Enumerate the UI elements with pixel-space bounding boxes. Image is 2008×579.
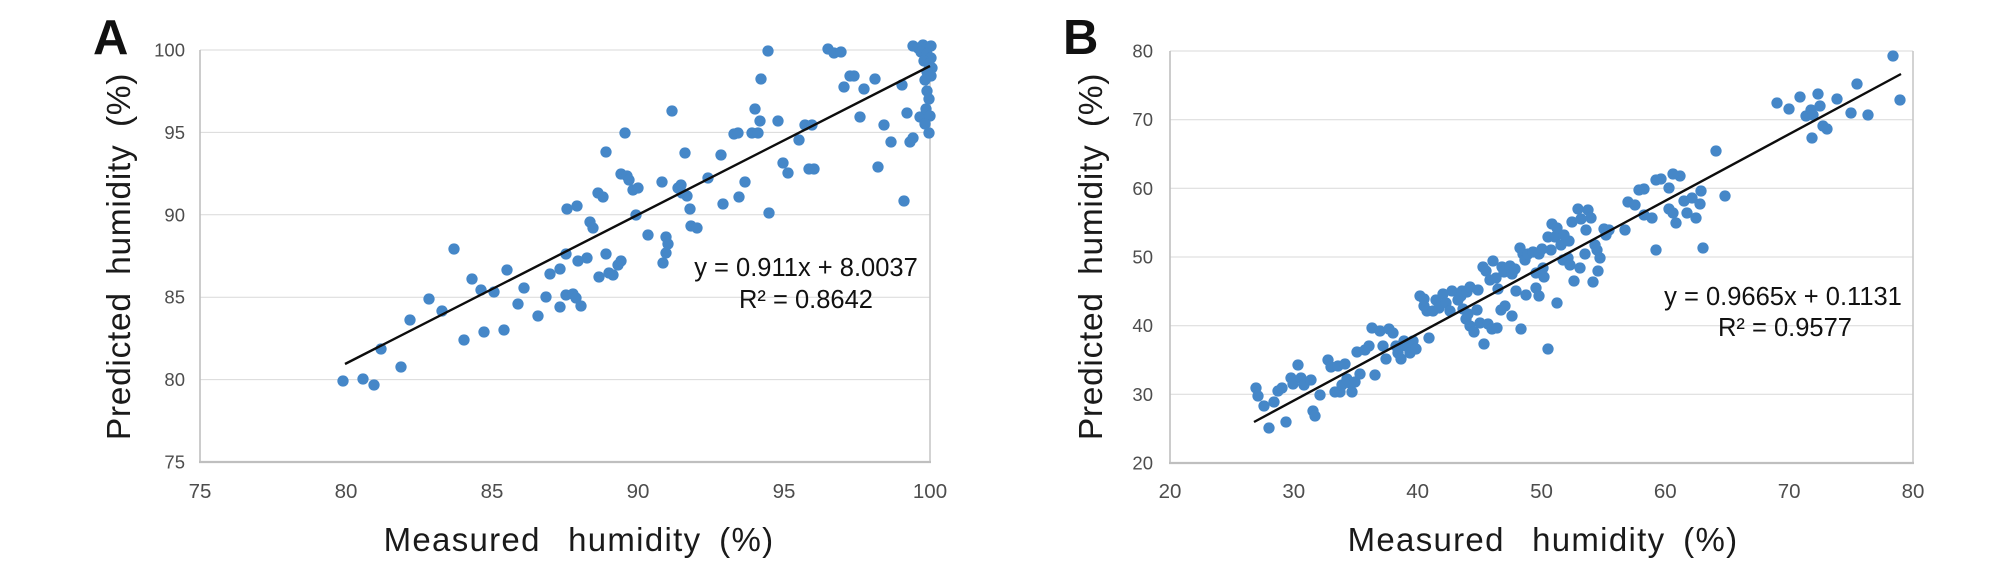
svg-text:85: 85 xyxy=(481,480,504,503)
svg-text:80: 80 xyxy=(335,480,358,503)
svg-text:100: 100 xyxy=(913,480,947,503)
svg-text:R² = 0.9577: R² = 0.9577 xyxy=(1718,314,1852,342)
svg-text:60: 60 xyxy=(1654,480,1677,503)
svg-text:40: 40 xyxy=(1406,480,1429,503)
svg-text:60: 60 xyxy=(1132,178,1153,199)
svg-text:80: 80 xyxy=(1902,480,1925,503)
svg-text:95: 95 xyxy=(773,480,796,503)
svg-text:20: 20 xyxy=(1132,453,1153,474)
svg-text:75: 75 xyxy=(164,452,185,473)
svg-text:y = 0.911x + 8.0037: y = 0.911x + 8.0037 xyxy=(694,254,918,282)
svg-text:40: 40 xyxy=(1132,315,1153,336)
svg-text:70: 70 xyxy=(1132,109,1153,130)
svg-text:A: A xyxy=(93,11,128,65)
svg-text:75: 75 xyxy=(189,480,212,503)
svg-text:y = 0.9665x + 0.1131: y = 0.9665x + 0.1131 xyxy=(1664,283,1902,311)
svg-text:Predicted humidity (%): Predicted humidity (%) xyxy=(101,73,138,440)
svg-text:90: 90 xyxy=(164,204,185,225)
svg-text:100: 100 xyxy=(154,40,185,61)
svg-text:20: 20 xyxy=(1159,480,1182,503)
svg-text:85: 85 xyxy=(164,287,185,308)
svg-text:70: 70 xyxy=(1778,480,1801,503)
svg-text:50: 50 xyxy=(1530,480,1553,503)
svg-text:95: 95 xyxy=(164,122,185,143)
svg-text:90: 90 xyxy=(627,480,650,503)
svg-text:80: 80 xyxy=(164,369,185,390)
svg-text:R² = 0.8642: R² = 0.8642 xyxy=(739,286,873,314)
svg-text:30: 30 xyxy=(1282,480,1305,503)
svg-text:B: B xyxy=(1063,11,1098,65)
svg-text:Measured humidity (%): Measured humidity (%) xyxy=(1348,521,1739,558)
svg-text:80: 80 xyxy=(1132,41,1153,62)
svg-text:50: 50 xyxy=(1132,247,1153,268)
svg-text:Predicted humidity (%): Predicted humidity (%) xyxy=(1073,73,1110,440)
svg-text:30: 30 xyxy=(1132,384,1153,405)
svg-text:Measured humidity (%): Measured humidity (%) xyxy=(384,521,775,558)
